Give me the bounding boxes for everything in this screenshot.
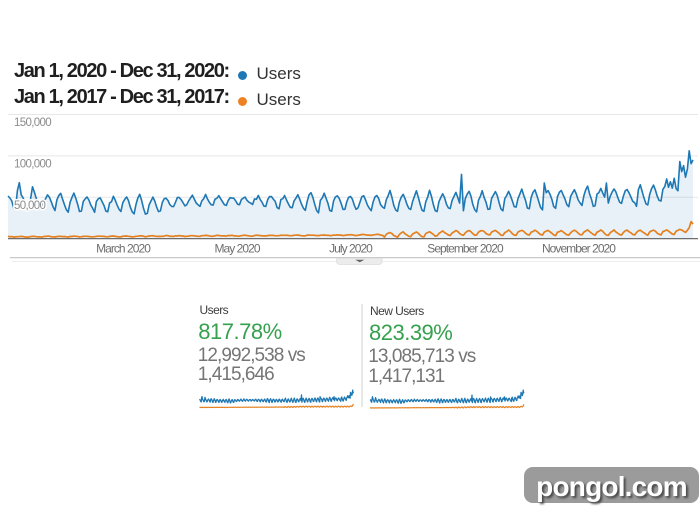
svg-text:100,000: 100,000	[14, 159, 51, 171]
svg-text:150,000: 150,000	[14, 117, 51, 129]
svg-text:50,000: 50,000	[14, 200, 46, 212]
svg-text:May 2020: May 2020	[214, 242, 260, 256]
svg-text:March 2020: March 2020	[96, 242, 151, 256]
svg-text:November 2020: November 2020	[542, 242, 616, 256]
svg-text:September 2020: September 2020	[427, 242, 504, 256]
svg-text:July 2020: July 2020	[329, 242, 373, 256]
